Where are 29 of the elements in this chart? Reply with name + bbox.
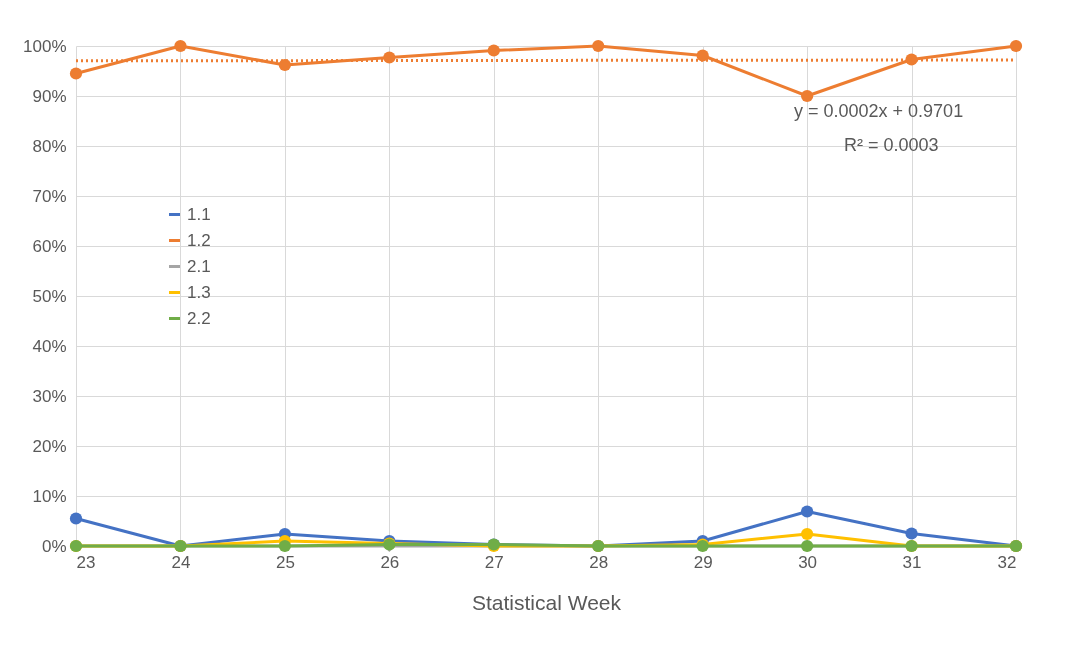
- x-tick-label: 29: [693, 552, 713, 572]
- x-tick-label: 25: [275, 552, 295, 572]
- legend-label: 2.2: [187, 308, 211, 328]
- x-tick-label: 23: [76, 552, 96, 572]
- y-tick-label: 100%: [23, 36, 67, 56]
- y-tick-label: 60%: [32, 236, 67, 256]
- legend-label: 1.1: [187, 204, 211, 224]
- y-tick-label: 0%: [41, 536, 67, 556]
- legend-label: 1.3: [187, 282, 211, 302]
- legend-label: 1.2: [187, 230, 211, 250]
- x-tick-label: 32: [997, 552, 1017, 572]
- y-tick-label: 70%: [32, 186, 67, 206]
- x-tick-label: 27: [484, 552, 504, 572]
- x-tick-label: 31: [902, 552, 922, 572]
- x-tick-label: 26: [380, 552, 400, 572]
- x-axis-title: Statistical Week: [472, 590, 622, 614]
- y-tick-label: 80%: [32, 136, 67, 156]
- y-tick-label: 20%: [32, 436, 67, 456]
- x-tick-label: 24: [171, 552, 191, 572]
- legend-label: 2.1: [187, 256, 211, 276]
- y-tick-label: 50%: [32, 286, 67, 306]
- annotation: R² = 0.0003: [844, 135, 939, 155]
- x-tick-label: 28: [589, 552, 609, 572]
- x-tick-label: 30: [798, 552, 818, 572]
- y-tick-label: 30%: [32, 386, 67, 406]
- annotation: y = 0.0002x + 0.9701: [794, 101, 964, 121]
- y-tick-label: 90%: [32, 86, 67, 106]
- y-tick-label: 40%: [32, 336, 67, 356]
- y-tick-label: 10%: [32, 486, 67, 506]
